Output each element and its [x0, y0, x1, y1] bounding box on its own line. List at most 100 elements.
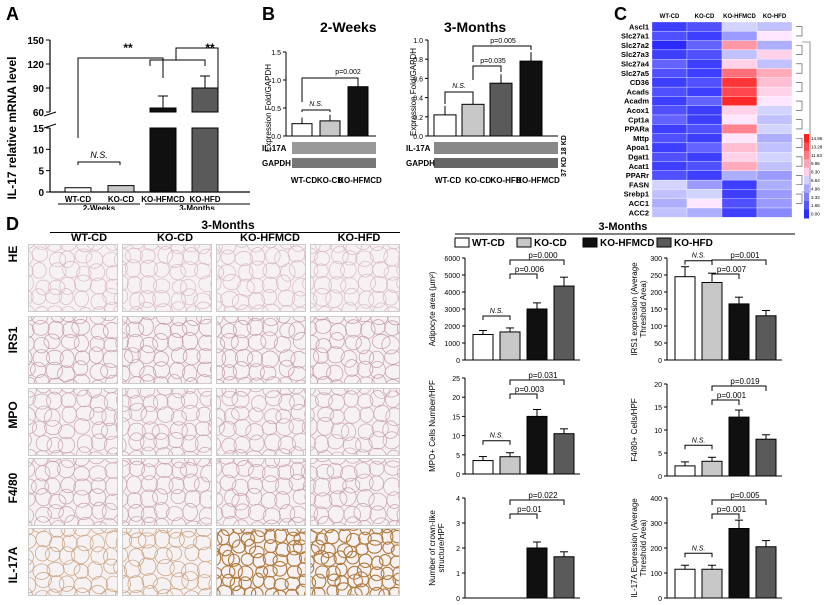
adipocyte-outline — [311, 335, 320, 350]
adipocyte-outline — [29, 576, 37, 594]
heatmap-row-label: CD36 — [630, 78, 649, 87]
adipocyte-outline — [371, 529, 384, 535]
adipocyte-outline — [105, 477, 117, 496]
adipocyte-outline — [262, 507, 281, 525]
panel-b-right-xlabel: KO-HFMCD — [516, 176, 560, 185]
adipocyte-outline — [220, 529, 235, 537]
adipocyte-outline — [123, 317, 128, 326]
adipocyte-outline — [123, 575, 131, 594]
adipocyte-outline — [130, 245, 146, 250]
panel-d-chart-ylabel: IL-17A Expression (Average — [630, 498, 639, 598]
panel-d-chart-p-bracket — [711, 513, 740, 519]
adipocyte-outline — [210, 441, 211, 444]
heatmap-cell — [686, 77, 723, 88]
adipocyte-network — [217, 389, 305, 455]
adipocyte-outline — [340, 465, 358, 482]
adipocyte-outline — [221, 390, 239, 407]
adipocyte-outline — [181, 288, 198, 306]
adipocyte-outline — [31, 317, 49, 325]
adipocyte-outline — [250, 587, 264, 595]
adipocyte-outline — [126, 492, 143, 509]
adipocyte-outline — [370, 317, 389, 325]
adipocyte-outline — [248, 260, 268, 279]
heatmap-cell — [721, 31, 758, 41]
histology-image — [28, 316, 118, 384]
adipocyte-outline — [240, 531, 256, 547]
adipocyte-outline — [343, 406, 361, 424]
adipocyte-outline — [89, 534, 105, 553]
adipocyte-outline — [398, 493, 399, 500]
adipocyte-outline — [126, 275, 143, 294]
panel-d-legend-swatch — [582, 237, 598, 248]
adipocyte-outline — [298, 573, 305, 588]
panel-d-chart-ytick-label: 1 — [456, 571, 460, 578]
histology-image — [216, 244, 306, 312]
panel-b-right-bar — [489, 82, 513, 137]
adipocyte-outline — [311, 576, 317, 590]
adipocyte-outline — [355, 245, 371, 250]
adipocyte-outline — [292, 278, 305, 297]
adipocyte-outline — [304, 410, 305, 418]
adipocyte-network — [29, 459, 117, 525]
panel-d-chart-bar — [701, 568, 723, 599]
adipocyte-outline — [127, 575, 145, 594]
adipocyte-outline — [279, 245, 295, 250]
adipocyte-outline — [290, 461, 305, 480]
adipocyte-outline — [313, 550, 330, 565]
adipocyte-outline — [34, 450, 50, 455]
adipocyte-outline — [127, 422, 146, 441]
panel-d-chart-bar — [755, 315, 777, 361]
adipocyte-outline — [386, 449, 399, 455]
heatmap-cell — [651, 21, 688, 32]
panel-d-chart-ytick-label: 5 — [658, 451, 662, 458]
adipocyte-outline — [209, 410, 211, 422]
adipocyte-outline — [113, 304, 117, 311]
adipocyte-outline — [311, 477, 316, 494]
adipocyte-outline — [167, 333, 184, 351]
adipocyte-outline — [222, 274, 241, 291]
heatmap-cell — [686, 59, 723, 69]
adipocyte-outline — [29, 350, 33, 366]
adipocyte-outline — [343, 245, 362, 255]
adipocyte-outline — [340, 277, 359, 295]
heatmap-row-label: Acadm — [624, 97, 649, 106]
panel-d-chart-pval: p=0.006 — [515, 265, 545, 274]
adipocyte-outline — [92, 306, 107, 311]
adipocyte-outline — [128, 516, 146, 525]
row-label-irs1: IRS1 — [6, 326, 20, 354]
adipocyte-outline — [61, 534, 78, 553]
adipocyte-outline — [58, 288, 74, 305]
adipocyte-outline — [311, 530, 318, 543]
adipocyte-outline — [155, 447, 174, 455]
adipocyte-outline — [217, 480, 222, 496]
adipocyte-outline — [370, 319, 386, 335]
adipocyte-outline — [88, 263, 106, 281]
adipocyte-outline — [354, 449, 371, 455]
adipocyte-outline — [137, 302, 156, 311]
heatmap-cell — [686, 114, 723, 125]
adipocyte-outline — [230, 334, 250, 352]
adipocyte-outline — [49, 535, 65, 553]
panel-d-chart-bar — [728, 303, 750, 361]
adipocyte-outline — [237, 317, 254, 326]
adipocyte-outline — [357, 519, 372, 525]
heatmap-row-label: Dgat1 — [628, 153, 649, 162]
adipocyte-outline — [101, 588, 117, 595]
adipocyte-outline — [311, 539, 326, 555]
adipocyte-outline — [171, 461, 187, 480]
adipocyte-outline — [328, 276, 347, 294]
adipocyte-outline — [126, 475, 142, 494]
adipocyte-outline — [358, 349, 375, 365]
adipocyte-outline — [277, 464, 295, 480]
adipocyte-outline — [123, 590, 131, 595]
panel-d-chart-ytick-label: 0 — [658, 596, 662, 603]
heatmap-row-label: Slc27a1 — [621, 32, 649, 41]
adipocyte-outline — [85, 250, 104, 269]
adipocyte-outline — [260, 365, 277, 381]
heatmap-scale-cell — [804, 201, 809, 211]
adipocyte-outline — [29, 389, 37, 398]
adipocyte-outline — [196, 374, 211, 383]
adipocyte-outline — [217, 365, 225, 381]
panel-d-chart-bar — [499, 331, 521, 361]
adipocyte-outline — [247, 504, 267, 521]
